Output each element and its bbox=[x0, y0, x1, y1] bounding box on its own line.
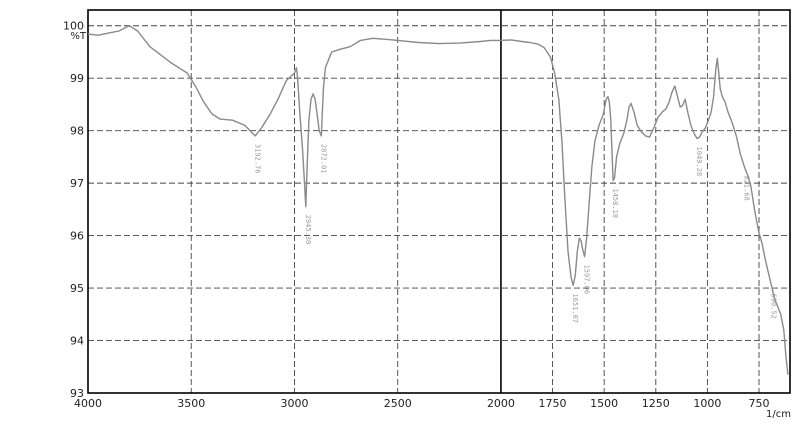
x-tick-label: 1500 bbox=[590, 397, 618, 410]
x-tick-label: 3500 bbox=[177, 397, 205, 410]
x-tick-label: 2000 bbox=[487, 397, 515, 410]
x-tick-label: 750 bbox=[749, 397, 770, 410]
x-tick-label: 1250 bbox=[642, 397, 670, 410]
series bbox=[87, 25, 789, 375]
y-tick-label: 94 bbox=[70, 335, 84, 348]
peak-label: 3192.76 bbox=[253, 144, 261, 174]
peak-label: 1651.07 bbox=[571, 293, 579, 323]
spectrum-line-0 bbox=[87, 25, 789, 375]
x-tick-label: 4000 bbox=[74, 397, 102, 410]
y-axis-label: %T bbox=[70, 31, 87, 42]
peak-label: 2872.01 bbox=[319, 144, 327, 174]
x-tick-label: 1750 bbox=[539, 397, 567, 410]
y-tick-label: 96 bbox=[70, 230, 84, 243]
x-tick-label: 2500 bbox=[384, 397, 412, 410]
peak-label: 1597.06 bbox=[583, 265, 591, 295]
plot-frame bbox=[87, 9, 791, 394]
y-tick-label: 98 bbox=[70, 125, 84, 138]
peak-label: 1049.28 bbox=[695, 147, 703, 177]
x-tick-labels: 4000 3500 3000 2500 2000 1750 1500 1250 1000 750 bbox=[74, 397, 770, 410]
grid bbox=[88, 10, 790, 393]
peak-label: 821.68 bbox=[743, 175, 751, 200]
y-tick-label: 97 bbox=[70, 177, 84, 190]
y-tick-label: 99 bbox=[70, 72, 84, 85]
peak-label: 690.52 bbox=[769, 293, 777, 318]
y-tick-label: 100 bbox=[63, 20, 84, 33]
y-tick-label: 95 bbox=[70, 282, 84, 295]
axes bbox=[87, 9, 791, 394]
x-tick-label: 1000 bbox=[693, 397, 721, 410]
y-tick-labels: 100 99 98 97 96 95 94 93 bbox=[63, 20, 84, 400]
y-tick-label: 93 bbox=[70, 387, 84, 400]
x-tick-label: 3000 bbox=[280, 397, 308, 410]
peak-labels: 3192.76 2945.30 2872.01 1651.07 1597.06 1458.… bbox=[253, 144, 777, 323]
x-axis-label: 1/cm bbox=[766, 409, 791, 420]
peak-label: 2945.30 bbox=[304, 215, 312, 245]
peak-label: 1458.18 bbox=[611, 189, 619, 219]
